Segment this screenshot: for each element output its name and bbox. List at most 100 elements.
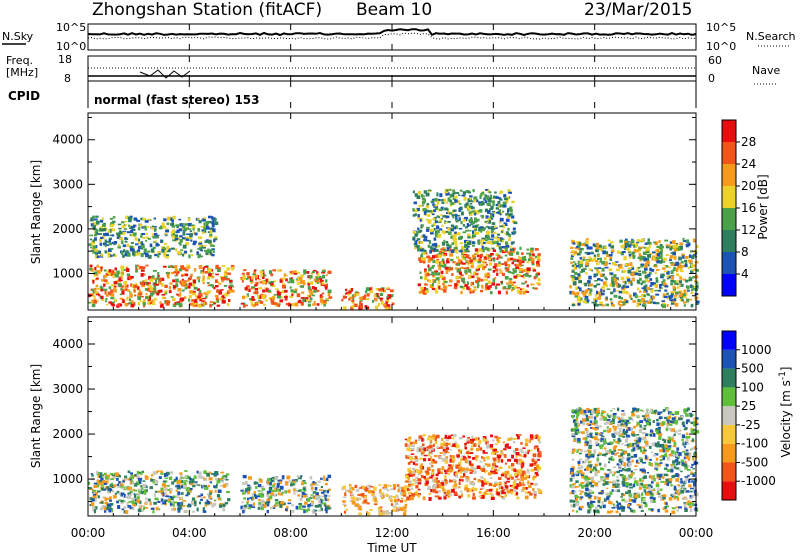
echo-cell-velocity-0 [224, 482, 229, 487]
echo-cell-velocity-3 [504, 482, 507, 485]
echo-cell-power-6 [613, 277, 616, 280]
echo-cell-power-6 [674, 256, 677, 260]
echo-cell-power-6 [662, 267, 666, 270]
echo-cell-velocity-3 [535, 464, 539, 468]
echo-cell-power-5 [417, 214, 420, 218]
echo-cell-velocity-3 [445, 442, 449, 446]
echo-cell-power-3 [359, 296, 363, 301]
echo-cell-power-5 [511, 220, 516, 223]
echo-cell-power-0 [149, 300, 154, 304]
echo-cell-power-1 [171, 235, 176, 239]
echo-cell-power-0 [221, 265, 226, 267]
echo-cell-power-1 [175, 224, 180, 227]
echo-cell-velocity-3 [443, 443, 446, 447]
echo-cell-velocity-4 [677, 506, 682, 509]
echo-cell-power-0 [141, 285, 145, 288]
echo-cell-power-0 [174, 274, 178, 277]
echo-cell-power-5 [513, 231, 517, 234]
echo-cell-velocity-2 [387, 484, 392, 487]
echo-cell-velocity-0 [131, 508, 135, 511]
echo-cell-velocity-0 [129, 507, 134, 510]
station-title: Zhongshan Station (fitACF) [92, 0, 322, 20]
echo-cell-velocity-0 [192, 485, 196, 488]
echo-cell-power-2 [293, 273, 298, 275]
echo-cell-power-3 [359, 301, 362, 304]
echo-cell-power-6 [676, 286, 680, 289]
echo-cell-velocity-0 [176, 502, 181, 506]
echo-cell-power-6 [615, 261, 619, 263]
echo-cell-velocity-3 [519, 448, 523, 452]
echo-cell-velocity-4 [662, 409, 666, 413]
echo-cell-power-4 [472, 290, 475, 294]
echo-cell-velocity-2 [397, 506, 401, 511]
echo-cell-power-6 [620, 245, 625, 249]
echo-cell-power-4 [418, 290, 423, 294]
echo-cell-velocity-3 [437, 468, 440, 473]
echo-cell-power-6 [596, 283, 601, 286]
echo-cell-power-1 [202, 246, 206, 249]
echo-cell-power-6 [605, 296, 608, 300]
echo-cell-velocity-3 [504, 454, 507, 458]
echo-cell-power-6 [624, 248, 628, 250]
echo-cell-velocity-1 [325, 509, 328, 514]
echo-cell-power-0 [201, 271, 204, 275]
echo-cell-power-1 [145, 252, 148, 255]
echo-cell-power-5 [438, 221, 442, 224]
echo-cell-velocity-4 [590, 484, 594, 488]
echo-cell-power-5 [443, 248, 446, 251]
echo-cell-power-0 [162, 265, 166, 268]
echo-cell-velocity-0 [119, 481, 123, 485]
echo-cell-velocity-3 [443, 496, 447, 500]
echo-cell-velocity-3 [493, 449, 497, 453]
echo-cell-power-6 [616, 278, 619, 281]
echo-cell-power-5 [417, 217, 420, 220]
echo-cell-power-2 [262, 281, 266, 284]
echo-cell-power-6 [610, 301, 614, 304]
echo-cell-power-5 [458, 217, 461, 222]
echo-cell-velocity-4 [647, 484, 652, 489]
echo-cell-power-6 [679, 277, 683, 280]
echo-cell-power-6 [602, 290, 605, 292]
echo-cell-velocity-3 [422, 434, 426, 437]
echo-cell-velocity-3 [489, 477, 493, 479]
echo-cell-velocity-1 [242, 506, 246, 510]
echo-cell-velocity-3 [426, 449, 430, 452]
echo-cell-velocity-3 [492, 439, 495, 442]
echo-cell-velocity-3 [522, 481, 525, 485]
echo-cell-power-5 [499, 198, 503, 201]
echo-cell-power-6 [635, 270, 638, 274]
echo-cell-velocity-0 [222, 477, 227, 481]
echo-cell-velocity-3 [450, 455, 452, 458]
echo-cell-power-0 [181, 274, 184, 277]
echo-cell-velocity-1 [299, 504, 303, 507]
echo-cell-velocity-3 [437, 490, 441, 493]
echo-cell-power-6 [639, 277, 642, 281]
echo-cell-power-5 [453, 247, 458, 250]
echo-cell-power-5 [499, 204, 503, 208]
echo-cell-power-1 [147, 250, 151, 253]
echo-cell-power-6 [616, 284, 619, 288]
echo-cell-power-0 [196, 277, 200, 279]
echo-cell-velocity-3 [486, 492, 489, 495]
echo-cell-power-5 [471, 206, 475, 210]
echo-cell-velocity-0 [136, 470, 140, 475]
echo-cell-power-0 [223, 293, 226, 296]
echo-cell-power-5 [422, 234, 426, 238]
echo-cell-power-6 [660, 245, 664, 249]
echo-cell-power-4 [455, 275, 459, 280]
echo-cell-velocity-4 [612, 408, 616, 410]
echo-cell-velocity-3 [415, 490, 418, 494]
echo-cell-power-0 [133, 289, 136, 293]
echo-cell-velocity-1 [275, 501, 279, 505]
echo-cell-power-4 [463, 254, 466, 258]
echo-cell-power-0 [110, 289, 113, 292]
echo-cell-velocity-3 [482, 465, 485, 469]
echo-cell-power-0 [189, 275, 192, 280]
echo-cell-power-4 [498, 263, 501, 267]
echo-cell-power-5 [484, 241, 489, 244]
echo-cell-velocity-3 [494, 468, 498, 472]
echo-cell-velocity-4 [635, 447, 639, 451]
echo-cell-velocity-3 [507, 437, 510, 442]
echo-cell-power-5 [462, 218, 466, 222]
echo-cell-velocity-3 [484, 463, 488, 466]
